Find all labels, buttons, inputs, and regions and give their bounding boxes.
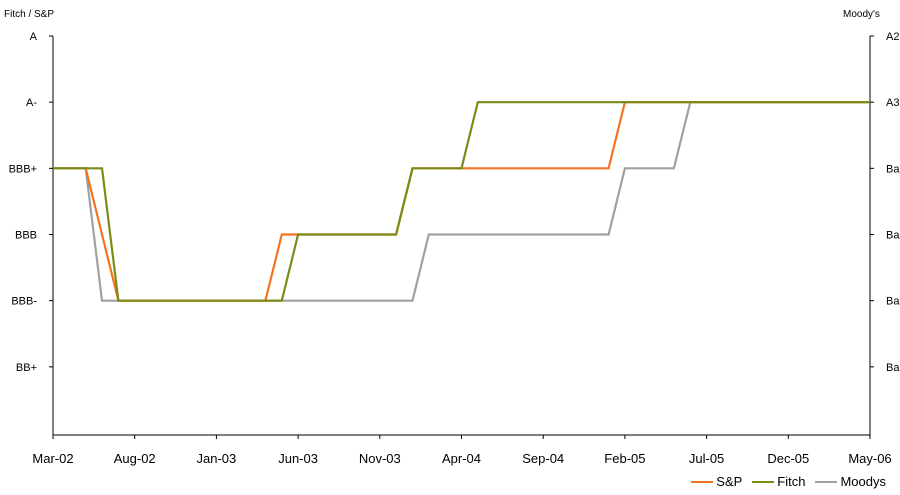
x-tick-label: Jan-03 — [197, 451, 237, 466]
plot-area: A A2 A- A3 BBB+ Baa1 BBB Baa2 BBB- Baa3 BB+ Ba1 Mar-… — [9, 31, 900, 466]
x-tick-label: Apr-04 — [442, 451, 481, 466]
x-tick-label: Jun-03 — [278, 451, 318, 466]
legend-swatch-moodys — [815, 480, 838, 483]
left-axis-title: Fitch / S&P — [4, 9, 55, 20]
x-tick-label: Jul-05 — [689, 451, 724, 466]
right-y-tick-label: Ba1 — [886, 362, 900, 374]
series-line-sp — [53, 101, 870, 302]
x-tick-label: Aug-02 — [114, 451, 156, 466]
left-y-tick-label: BBB+ — [9, 163, 37, 175]
left-y-tick-label: BB+ — [16, 362, 37, 374]
left-y-tick-label: A — [30, 31, 38, 43]
legend-label-sp: S&P — [716, 474, 743, 489]
x-tick-label: Feb-05 — [604, 451, 645, 466]
legend-item-fitch: Fitch — [752, 474, 805, 489]
left-y-tick-label: BBB — [15, 230, 37, 242]
legend-item-sp: S&P — [691, 474, 742, 489]
x-tick-label: Dec-05 — [767, 451, 809, 466]
left-y-tick-label: BBB- — [11, 296, 37, 308]
x-tick-label: Sep-04 — [522, 451, 564, 466]
x-tick-label: Mar-02 — [32, 451, 73, 466]
right-y-tick-label: A2 — [886, 31, 899, 43]
legend-label-moodys: Moodys — [840, 474, 886, 489]
right-y-tick-label: Baa1 — [886, 163, 900, 175]
legend-label-fitch: Fitch — [777, 474, 806, 489]
x-tick-label: Nov-03 — [359, 451, 401, 466]
right-y-tick-label: Baa2 — [886, 230, 900, 242]
right-axis-title: Moody's — [843, 9, 880, 20]
legend-swatch-sp — [691, 480, 714, 483]
right-y-tick-label: Baa3 — [886, 296, 900, 308]
series-line-moodys — [53, 101, 870, 302]
legend-item-moodys: Moodys — [815, 474, 886, 489]
legend-swatch-fitch — [752, 480, 775, 483]
legend: S&P Fitch Moodys — [691, 474, 886, 489]
right-y-tick-label: A3 — [886, 97, 899, 109]
series-line-fitch — [53, 101, 870, 302]
x-tick-label: May-06 — [848, 451, 891, 466]
left-y-tick-label: A- — [26, 97, 37, 109]
